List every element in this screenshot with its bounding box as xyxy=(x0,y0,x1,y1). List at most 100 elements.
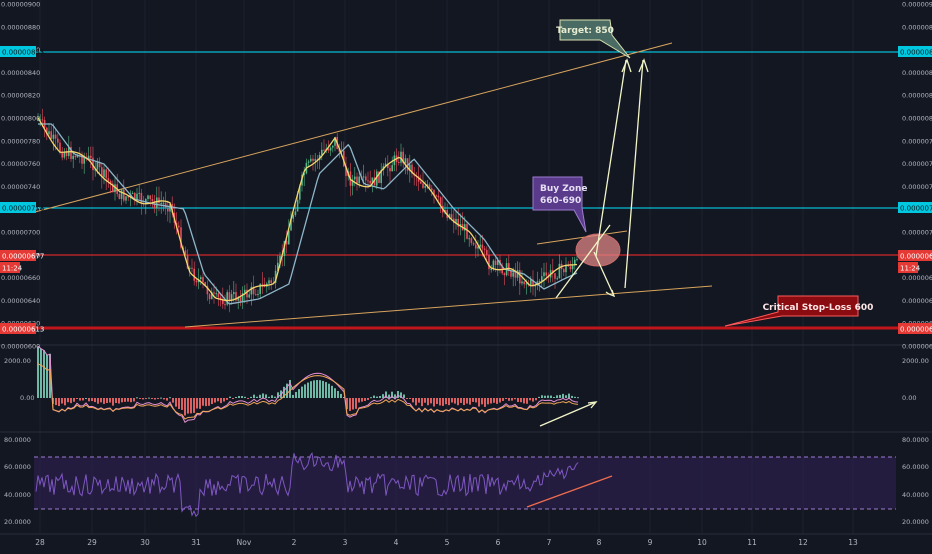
macd-bar xyxy=(511,398,513,401)
price-axis-right-label: 0.00000740 xyxy=(902,183,932,191)
candle-body xyxy=(279,255,281,263)
macd-bar xyxy=(256,396,258,398)
candle-body xyxy=(373,177,376,186)
stop-loss-callout[interactable]: Critical Stop-Loss 600 xyxy=(724,295,873,327)
candle-body xyxy=(398,162,400,164)
macd-bar xyxy=(145,398,147,399)
price-axis-left-label: 0.00000640 xyxy=(1,297,40,305)
macd-bar xyxy=(100,398,102,403)
price-axis-right-label: 0.00000640 xyxy=(902,297,932,305)
arrow-head-down xyxy=(605,289,616,298)
upper-trendline[interactable] xyxy=(34,42,673,213)
macd-bar xyxy=(355,398,357,409)
rsi-axis-right-label: 60.0000 xyxy=(902,463,929,471)
candle-body xyxy=(558,263,561,279)
macd-bar xyxy=(106,398,108,404)
macd-bar xyxy=(574,396,576,398)
macd-axis-right-label: 2000.00 xyxy=(902,357,929,365)
candle-body xyxy=(417,176,420,182)
macd-bar xyxy=(142,398,144,400)
macd-bar xyxy=(463,398,465,406)
mini-channel-top[interactable] xyxy=(536,230,628,245)
candle-body xyxy=(167,208,169,212)
macd-bar xyxy=(91,398,93,402)
candle-body xyxy=(189,267,191,269)
candle-body xyxy=(327,148,330,151)
candle-body xyxy=(402,151,404,164)
macd-bar xyxy=(427,398,429,406)
macd-bar xyxy=(412,398,414,403)
buy-zone-callout[interactable]: Buy Zone 660-690 xyxy=(532,176,588,233)
badge-resistance-right xyxy=(898,202,932,213)
macd-bar xyxy=(499,398,501,403)
macd-axis-left-label: 2000.00 xyxy=(4,357,31,365)
macd-bar xyxy=(328,383,330,398)
candle-body xyxy=(310,158,312,162)
candle-body xyxy=(109,180,112,184)
macd-bar xyxy=(379,396,381,398)
macd-bar xyxy=(82,398,84,401)
macd-bar xyxy=(307,382,309,398)
candle-body xyxy=(138,192,140,194)
candle-body xyxy=(510,270,512,277)
macd-bar xyxy=(58,398,60,407)
rsi-trendline[interactable] xyxy=(526,475,613,508)
candle-body xyxy=(448,214,451,218)
candle-body xyxy=(270,280,272,283)
macd-bar xyxy=(373,395,375,398)
candle-body xyxy=(186,255,189,269)
candle-body xyxy=(103,169,105,178)
macd-bar xyxy=(556,395,558,398)
macd-bar xyxy=(445,398,447,405)
candle-body xyxy=(233,292,235,295)
candle-body xyxy=(494,260,497,265)
candle-body xyxy=(512,272,514,277)
candle-body xyxy=(50,131,52,139)
candle-body xyxy=(76,155,79,158)
candle-body xyxy=(538,281,541,283)
candle-body xyxy=(107,178,110,181)
candle-body xyxy=(191,267,193,269)
macd-bar xyxy=(316,380,318,398)
macd-bar xyxy=(274,396,276,398)
macd-bar xyxy=(493,398,495,403)
macd-bar xyxy=(523,398,525,404)
candle-body xyxy=(224,304,226,306)
macd-bar xyxy=(319,380,321,398)
macd-bar xyxy=(484,398,486,407)
macd-bar xyxy=(112,398,114,406)
candle-body xyxy=(299,185,301,200)
candle-body xyxy=(433,190,435,196)
price-axis-right-label: 0.00000660 xyxy=(902,274,932,282)
macd-bar xyxy=(568,393,570,398)
macd-bar xyxy=(184,398,186,416)
macd-bar xyxy=(55,398,57,406)
macd-bar xyxy=(346,398,348,410)
candle-body xyxy=(127,196,129,198)
candle-body xyxy=(545,272,547,276)
macd-bar xyxy=(154,398,156,400)
macd-bar xyxy=(151,398,153,399)
macd-bar xyxy=(565,395,567,398)
time-axis[interactable]: 28 29 30 31 Nov 2 3 4 5 6 7 8 9 10 11 12 13 xyxy=(35,538,858,547)
candle-body xyxy=(400,151,402,163)
candle-body xyxy=(156,197,158,209)
candle-body xyxy=(358,176,360,184)
buy-zone-ellipse[interactable] xyxy=(575,233,621,267)
lower-trendline[interactable] xyxy=(184,285,713,328)
macd-bar xyxy=(67,398,69,403)
candle-body xyxy=(123,189,125,201)
macd-bar xyxy=(313,380,315,398)
target-callout[interactable]: Target: 850 xyxy=(556,19,631,59)
macd-bar xyxy=(406,398,408,399)
macd-bar xyxy=(223,398,225,402)
macd-bar xyxy=(202,398,204,406)
candle-body xyxy=(160,202,162,204)
macd-bar xyxy=(541,395,543,398)
macd-bar xyxy=(577,397,579,399)
candle-body xyxy=(376,171,378,186)
badge-buyzone-left-text: 0.00000677 xyxy=(2,253,44,261)
macd-bar xyxy=(97,398,99,404)
